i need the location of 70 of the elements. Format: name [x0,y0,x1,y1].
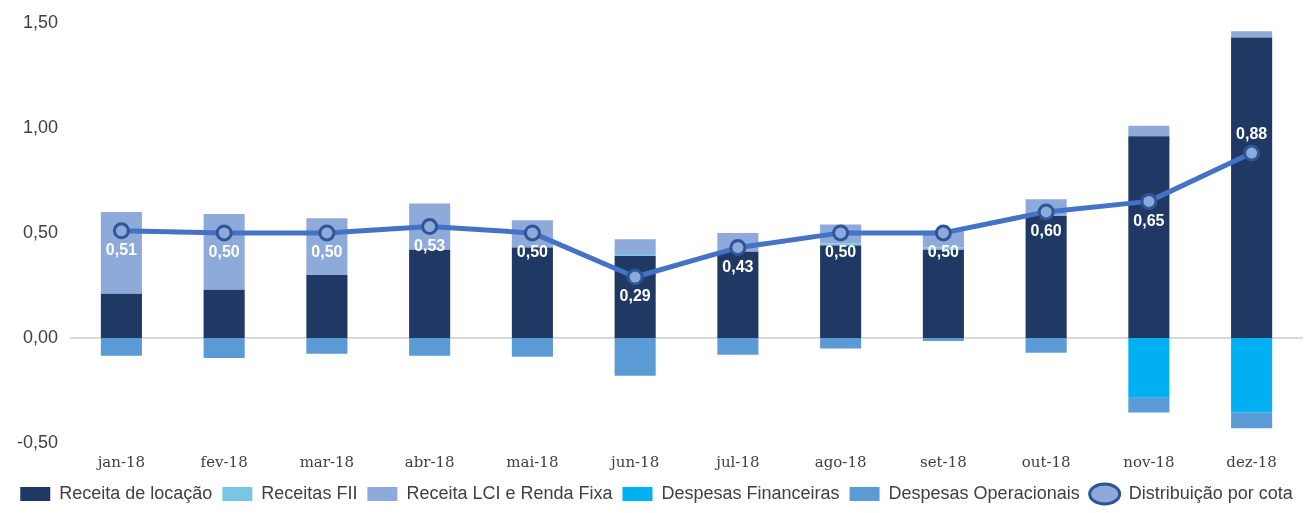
bar [922,337,964,342]
y-tick-label: 0,00 [22,326,59,347]
x-tick-label: out-18 [1021,452,1071,471]
data-label: 0,60 [1030,222,1062,240]
bar [614,253,656,257]
data-label: 0,51 [105,241,138,259]
bar [717,337,759,355]
bar [1025,216,1067,338]
x-tick-label: dez-18 [1226,452,1277,471]
bar [100,293,142,338]
x-tick-label: nov-18 [1123,452,1175,471]
bar [306,274,348,338]
bar [306,337,348,354]
bar [203,337,245,358]
x-tick-label: mai-18 [506,452,559,471]
bar [717,251,759,338]
data-label: 0,29 [619,287,651,305]
bar [1128,136,1170,338]
data-label: 0,65 [1133,211,1165,229]
y-tick-label: 0,50 [22,221,59,242]
bar [100,337,142,356]
bar [1231,31,1273,38]
bar [1231,337,1273,413]
x-tick-label: fev-18 [200,452,248,471]
legend-label: Receitas FII [261,482,358,503]
bar [1231,37,1273,338]
data-label: 0,53 [414,237,446,254]
data-label: 0,50 [516,243,549,261]
point [626,268,644,286]
x-tick-label: ago-18 [814,452,867,471]
bar [1128,337,1170,398]
bar [820,243,862,246]
point [1243,144,1261,162]
point [215,224,233,242]
legend-label: Despesas Financeiras [661,482,840,503]
bar [820,337,862,349]
data-label: 0,50 [311,243,343,261]
x-tick-label: mar-18 [299,452,355,471]
data-label: 0,88 [1236,125,1268,143]
bar [1128,125,1170,137]
bar [820,245,862,338]
bar [1231,412,1273,429]
y-tick-label: 1,50 [22,11,59,32]
data-label: 0,50 [825,243,857,261]
bar [1128,397,1170,413]
legend-label: Distribuição por cota [1128,482,1294,503]
legend-label: Receita de locação [59,482,213,503]
point [112,222,130,240]
y-tick-label: -0,50 [17,431,59,452]
bar [203,289,245,338]
x-tick-label: jun-18 [609,452,660,471]
bar [614,239,656,254]
x-tick-label: set-18 [920,452,967,471]
bar [614,337,656,376]
point [318,224,336,242]
point [1140,192,1158,210]
y-tick-label: 1,00 [22,116,59,137]
data-label: 0,50 [208,243,240,261]
bar [511,337,553,357]
legend-label: Despesas Operacionais [888,482,1080,503]
point [1037,203,1055,221]
point [934,224,952,242]
bar [511,247,553,338]
x-tick-label: abr-18 [404,452,455,471]
bar [1025,337,1067,353]
data-label: 0,43 [722,258,754,276]
bar [409,337,451,356]
x-tick-label: jul-18 [714,452,760,471]
legend-label: Receita LCI e Renda Fixa [406,482,614,503]
x-tick-label: jan-18 [95,452,146,471]
